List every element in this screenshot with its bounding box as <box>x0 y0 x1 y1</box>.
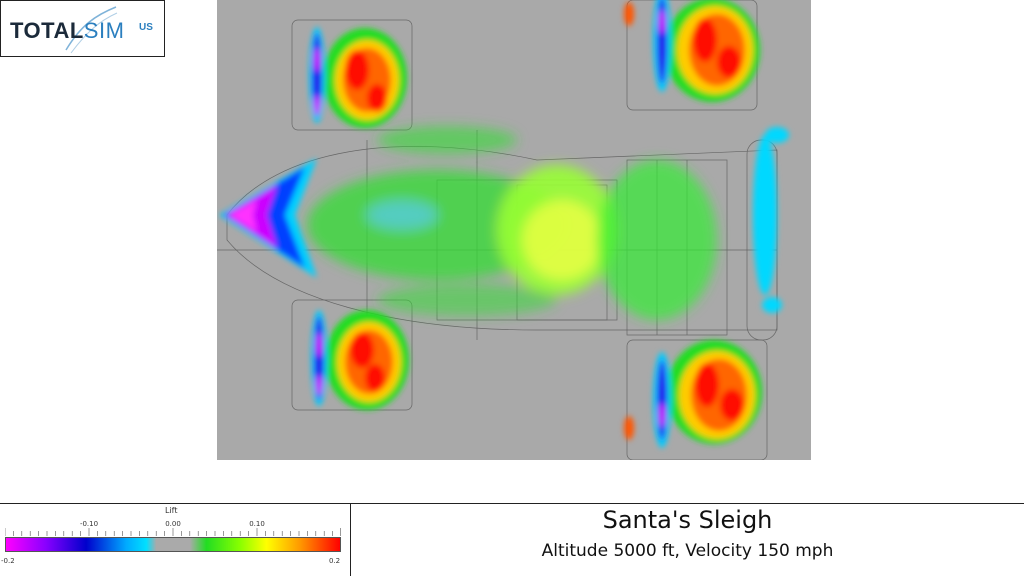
rear-cyan-strip <box>753 127 789 313</box>
legend-tick-label: -0.10 <box>79 520 99 528</box>
legend-max-label: 0.2 <box>329 557 341 565</box>
totalsim-logo: TOTALSIM US <box>0 0 165 57</box>
logo-us: US <box>139 22 153 33</box>
rear-right-runner-lift <box>624 340 762 448</box>
logo-swoosh-icon <box>65 6 118 54</box>
caption-title: Santa's Sleigh <box>602 506 773 534</box>
panel-divider <box>350 503 351 576</box>
front-right-runner-lift <box>624 0 760 102</box>
logo-text: TOTALSIM <box>10 18 124 44</box>
legend-min-label: -0.2 <box>1 557 15 565</box>
logo-sim: SIM <box>83 18 125 43</box>
caption-subtitle: Altitude 5000 ft, Velocity 150 mph <box>541 541 834 561</box>
legend-title: Lift <box>165 506 178 515</box>
logo-total: TOTAL <box>10 18 84 43</box>
nose-low-pressure <box>219 158 317 278</box>
front-left-runner-lift <box>309 27 407 128</box>
lift-colorbar <box>5 537 341 552</box>
legend-tick-label: 0.10 <box>249 520 265 528</box>
rear-left-runner-lift <box>311 310 409 410</box>
lift-contour-plot <box>217 0 811 460</box>
legend-tick-label: 0.00 <box>165 520 181 528</box>
legend-tick-marks <box>5 528 341 536</box>
body-green-region <box>307 126 717 320</box>
